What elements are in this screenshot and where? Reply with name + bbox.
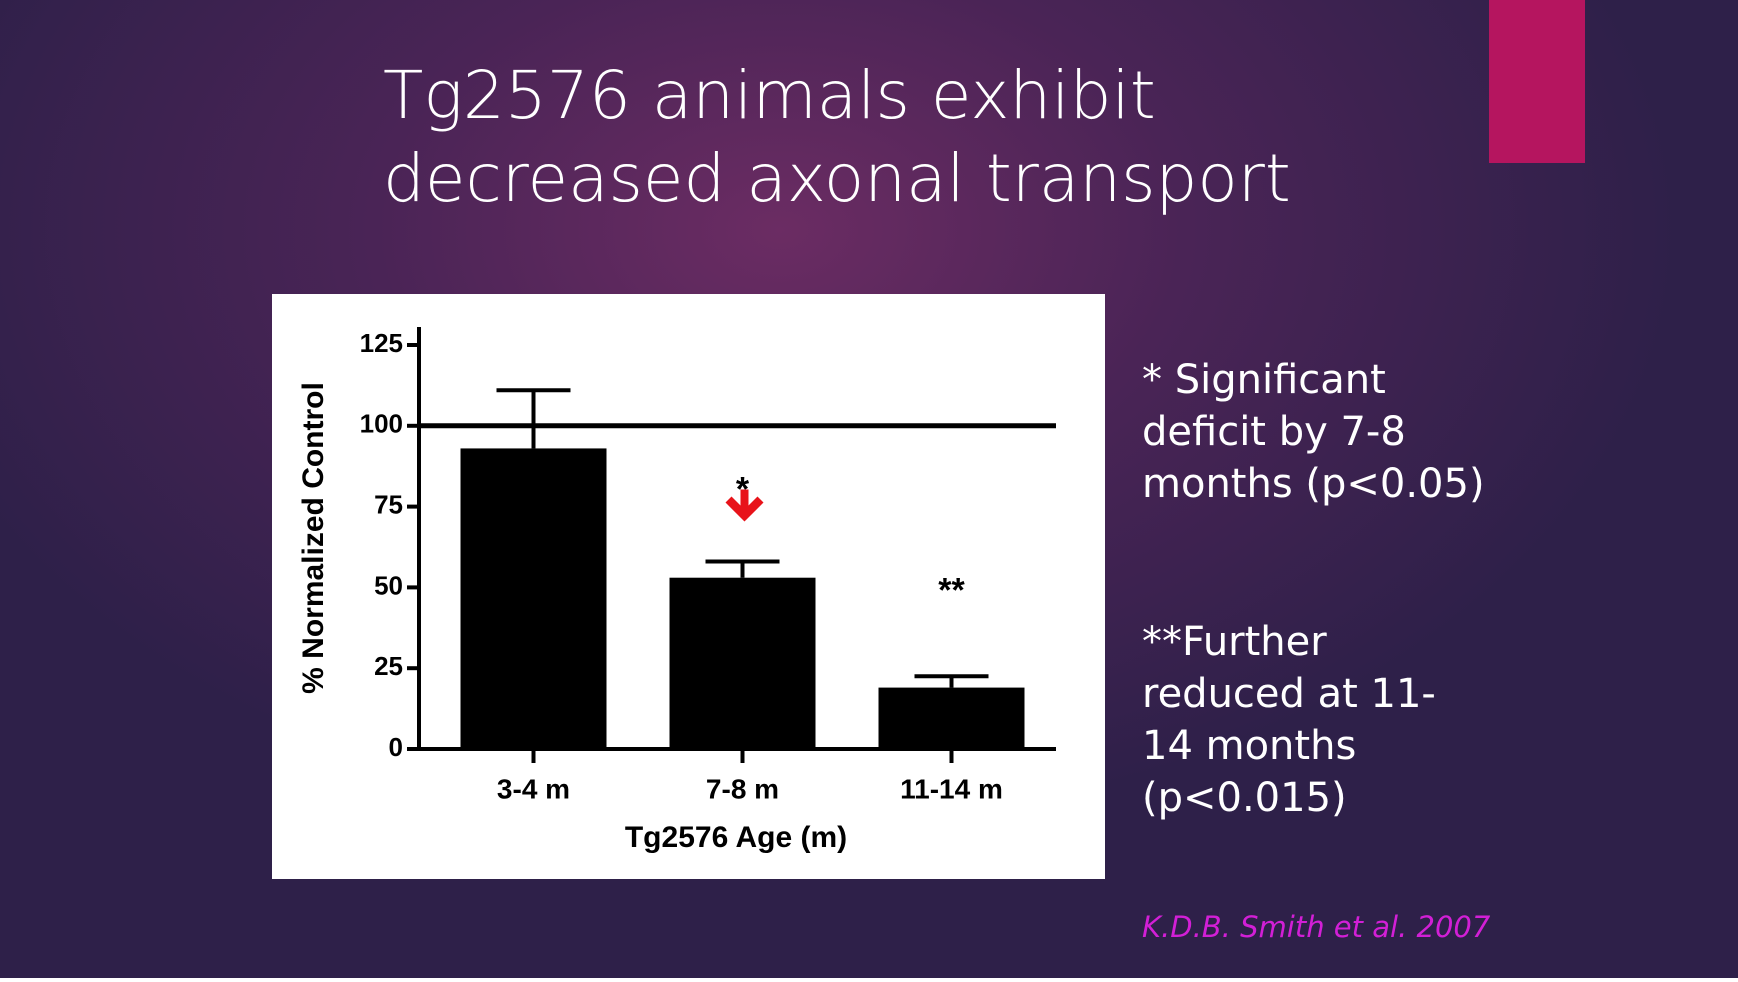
y-tick-label: 0 xyxy=(389,732,403,762)
significance-arrow xyxy=(725,489,764,522)
x-tick-label: 3-4 m xyxy=(497,773,570,804)
y-tick-label: 100 xyxy=(360,409,403,439)
x-axis-title: Tg2576 Age (m) xyxy=(625,821,847,854)
note-line: deficit by 7-8 xyxy=(1142,409,1406,455)
y-tick-label: 75 xyxy=(374,489,403,519)
x-tick-label: 7-8 m xyxy=(706,773,779,804)
note-line: (p<0.015) xyxy=(1142,775,1347,821)
notes: * Significant deficit by 7-8 months (p<0.0… xyxy=(1142,357,1485,821)
note-line: reduced at 11- xyxy=(1142,671,1436,717)
slide-title: Tg2576 animals exhibit xyxy=(383,57,1156,134)
y-tick-label: 125 xyxy=(360,328,403,358)
y-axis-title: % Normalized Control xyxy=(297,382,330,694)
note-line: months (p<0.05) xyxy=(1142,461,1485,507)
significance-label: ** xyxy=(938,571,965,609)
bar xyxy=(669,577,816,749)
y-tick-label: 25 xyxy=(374,651,403,681)
citation: K.D.B. Smith et al. 2007 xyxy=(1142,910,1491,944)
x-tick-label: 11-14 m xyxy=(900,773,1003,804)
note-line: **Further xyxy=(1142,619,1327,665)
note-line: 14 months xyxy=(1142,723,1356,769)
slide-title: decreased axonal transport xyxy=(383,140,1291,217)
bar xyxy=(460,448,607,749)
note-line: * Significant xyxy=(1142,357,1386,403)
accent-block xyxy=(1489,0,1585,163)
y-tick-label: 50 xyxy=(374,570,403,600)
bar xyxy=(878,687,1025,749)
